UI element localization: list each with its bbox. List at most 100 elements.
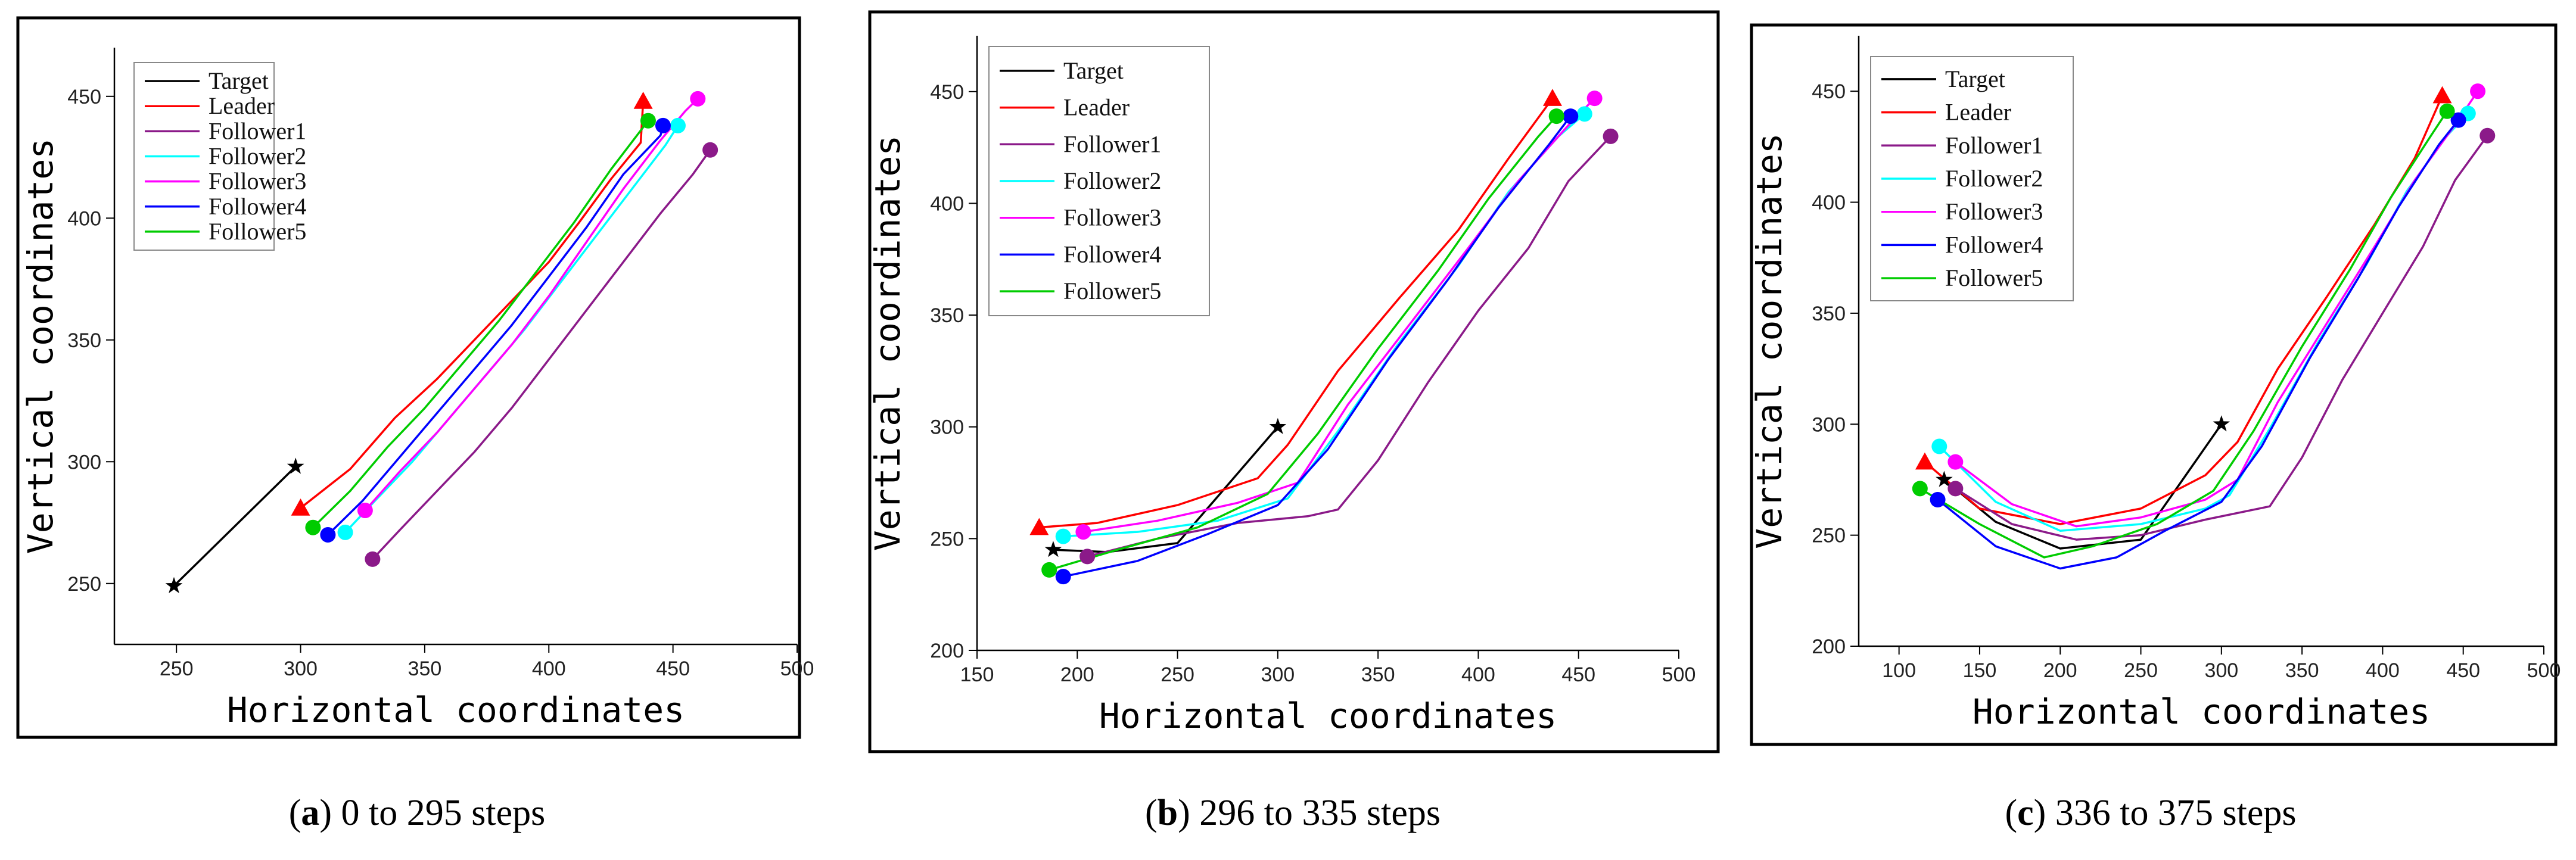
series-line-follower5 — [1919, 110, 2449, 559]
y-tick-label: 250 — [67, 573, 101, 596]
legend-label-follower4: Follower4 — [209, 193, 306, 220]
series-line-target — [1053, 426, 1279, 553]
legend-label-follower5: Follower5 — [1945, 264, 2043, 291]
series-marker-end-follower4 — [655, 117, 671, 133]
caption-letter: b — [1158, 793, 1178, 833]
chart-panel-2: 150 200 250 300 350 400 450 5002002503003504004… — [867, 10, 1720, 833]
series-marker-start-follower3 — [1075, 524, 1091, 540]
series-marker-end-follower5 — [640, 113, 656, 129]
series-marker-start-follower3 — [1947, 454, 1964, 470]
legend-label-follower1: Follower1 — [1945, 132, 2043, 158]
series-marker-end-follower1 — [1603, 128, 1619, 144]
target-star-marker — [1044, 541, 1062, 557]
x-tick-label: 500 — [780, 658, 814, 680]
target-star-marker — [165, 577, 183, 593]
legend-label-follower1: Follower1 — [209, 117, 306, 144]
y-axis-title: Vertical coordinates — [1749, 133, 1790, 549]
caption-letter: a — [301, 793, 319, 833]
series-marker-end-follower3 — [2470, 83, 2486, 99]
series-line-follower5 — [312, 120, 649, 528]
series-marker-end-follower5 — [2439, 103, 2455, 119]
x-tick-label: 500 — [2527, 659, 2561, 682]
caption-paren-open: ( — [289, 793, 301, 833]
series-marker-start-follower1 — [1947, 481, 1964, 497]
y-tick-label: 400 — [1812, 192, 1846, 214]
legend-label-follower3: Follower3 — [1063, 204, 1161, 231]
legend-label-follower2: Follower2 — [1945, 165, 2043, 192]
x-tick-label: 250 — [160, 658, 194, 680]
legend-label-follower2: Follower2 — [1063, 167, 1161, 194]
series-line-target — [173, 466, 297, 587]
series-marker-end-follower1 — [702, 142, 718, 158]
series-line-follower1 — [1955, 135, 2488, 541]
series-marker-end-follower2 — [1576, 106, 1592, 122]
target-star-marker — [1936, 470, 1953, 487]
caption-paren-open: ( — [1145, 793, 1158, 833]
x-tick-label: 200 — [2043, 659, 2077, 682]
series-marker-start-follower3 — [357, 503, 373, 519]
panel-caption: (a) 0 to 295 steps — [289, 793, 546, 833]
x-tick-label: 350 — [408, 658, 442, 680]
series-marker-end-leader — [2432, 86, 2452, 104]
x-axis-title: Horizontal coordinates — [227, 690, 685, 730]
legend-label-follower1: Follower1 — [1063, 130, 1161, 157]
legend-label-follower4: Follower4 — [1063, 241, 1161, 267]
caption-letter: c — [2017, 793, 2034, 833]
x-tick-label: 450 — [656, 658, 690, 680]
caption-paren-open: ( — [2005, 793, 2017, 833]
y-axis-title: Vertical coordinates — [20, 138, 61, 554]
legend-label-follower4: Follower4 — [1945, 231, 2043, 258]
legend-label-leader: Leader — [1945, 99, 2011, 126]
y-tick-label: 250 — [1812, 525, 1846, 547]
series-marker-start-leader — [1029, 518, 1049, 535]
panel-caption: (c) 336 to 375 steps — [2005, 793, 2296, 833]
panel-frame — [1750, 23, 2558, 746]
legend-label-follower5: Follower5 — [1063, 278, 1161, 304]
x-tick-label: 500 — [1662, 663, 1696, 686]
legend-label-follower2: Follower2 — [209, 143, 306, 170]
series-marker-start-follower1 — [1079, 549, 1096, 565]
series-line-leader — [300, 101, 645, 509]
target-star-marker — [2213, 415, 2230, 432]
x-tick-label: 400 — [2366, 659, 2400, 682]
y-tick-label: 200 — [930, 640, 964, 662]
x-axis-title: Horizontal coordinates — [1099, 696, 1557, 736]
series-marker-start-follower4 — [320, 526, 336, 543]
chart-panel-1: 250 300 350 400 450 500 250 300 350 400 450 Horizon… — [16, 16, 814, 833]
x-tick-label: 450 — [1561, 663, 1595, 686]
x-tick-label: 200 — [1060, 663, 1094, 686]
series-line-follower5 — [1049, 115, 1558, 571]
y-tick-label: 200 — [1812, 635, 1846, 658]
x-tick-label: 250 — [2124, 659, 2158, 682]
series-marker-start-follower2 — [337, 524, 353, 540]
y-tick-label: 400 — [930, 192, 964, 215]
series-marker-start-follower5 — [1912, 481, 1928, 497]
legend-label-follower3: Follower3 — [209, 168, 306, 195]
legend-label-leader: Leader — [209, 92, 275, 119]
x-tick-label: 350 — [2285, 659, 2319, 682]
chart-panel-3: 100 150 200 250 300 350 400 450 500 200 250 300 350 4… — [1749, 23, 2561, 833]
x-tick-label: 100 — [1882, 659, 1916, 682]
x-tick-label: 400 — [1461, 663, 1495, 686]
series-marker-end-follower1 — [2479, 127, 2496, 144]
series-marker-start-follower4 — [1930, 492, 1946, 507]
legend-label-target: Target — [1063, 57, 1124, 84]
series-marker-end-follower4 — [1563, 108, 1579, 124]
series-marker-end-leader — [633, 91, 653, 109]
panel-frame — [868, 10, 1720, 753]
y-tick-label: 450 — [930, 81, 964, 104]
series-marker-start-follower5 — [1041, 562, 1057, 578]
series-line-follower4 — [1937, 119, 2459, 570]
series-marker-start-leader — [1915, 452, 1934, 470]
y-tick-label: 300 — [930, 416, 964, 439]
y-tick-label: 350 — [67, 329, 101, 352]
y-tick-label: 450 — [67, 86, 101, 108]
x-tick-label: 150 — [960, 663, 994, 686]
series-marker-end-follower2 — [670, 117, 686, 133]
target-star-marker — [1269, 417, 1287, 434]
series-marker-end-leader — [1542, 89, 1562, 106]
x-tick-label: 150 — [1963, 659, 1997, 682]
series-line-follower4 — [327, 125, 664, 536]
series-marker-end-follower3 — [1586, 91, 1603, 107]
